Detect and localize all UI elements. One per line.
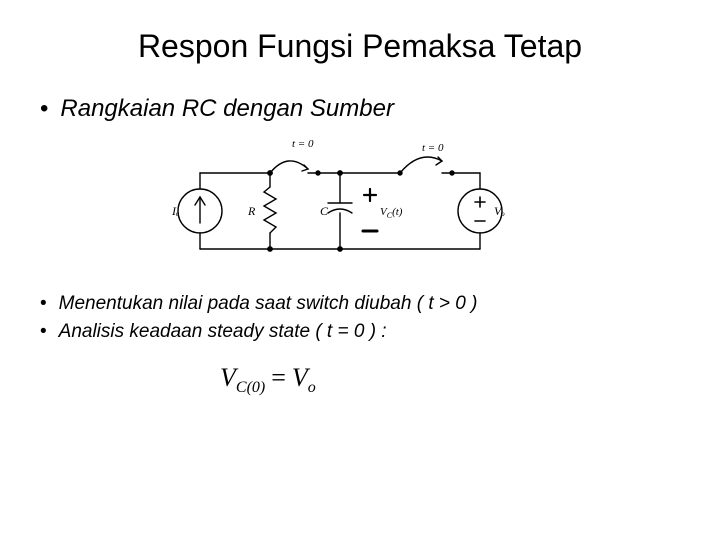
page-title: Respon Fungsi Pemaksa Tetap — [0, 0, 720, 85]
current-source-label: Iₒ — [171, 204, 180, 218]
bullet-rc-source: Rangkaian RC dengan Sumber — [0, 85, 720, 129]
eq-sign: = — [265, 363, 292, 392]
switch-right-label: t = 0 — [422, 142, 444, 154]
eq-rhs-sub: o — [308, 379, 316, 396]
equation-vc0: VC(0)=Vo — [220, 363, 370, 397]
eq-lhs-v: V — [220, 363, 236, 392]
rc-circuit-diagram: t = 0 t = 0 Iₒ R C VC(t) Vₒ — [170, 131, 510, 271]
slide: Respon Fungsi Pemaksa Tetap Rangkaian RC… — [0, 0, 720, 540]
capacitor-label: C — [320, 204, 329, 218]
bullet-steady: Analisis keadaan steady state ( t = 0 ) … — [0, 317, 720, 345]
voltage-source-label: Vₒ — [494, 204, 505, 218]
eq-lhs-sub: C(0) — [236, 379, 265, 396]
eq-rhs-v: V — [292, 363, 308, 392]
resistor-label: R — [247, 204, 256, 218]
vc-t-label: VC(t) — [380, 206, 403, 220]
bullet-switch: Menentukan nilai pada saat switch diubah… — [0, 289, 720, 317]
switch-left-label: t = 0 — [292, 138, 314, 150]
